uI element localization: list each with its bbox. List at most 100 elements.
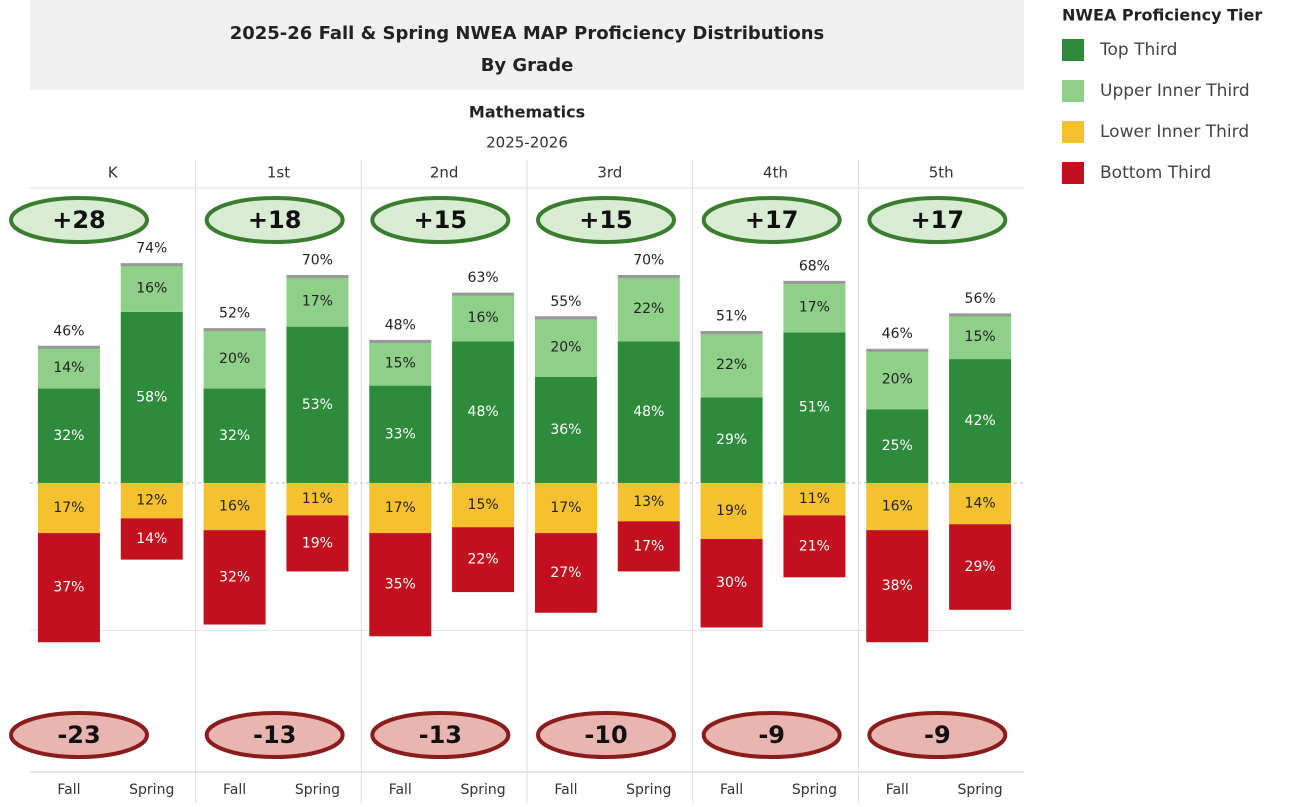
legend-swatch bbox=[1062, 80, 1084, 102]
bottom-change-label: -13 bbox=[419, 721, 462, 749]
legend-label: Lower Inner Third bbox=[1100, 122, 1249, 142]
bar-segment bbox=[534, 317, 597, 377]
x-tick-label: Spring bbox=[958, 782, 1003, 798]
top-change-label: +18 bbox=[248, 206, 302, 234]
bar-segment bbox=[700, 397, 763, 483]
bar-segment bbox=[866, 409, 929, 483]
bar-segment bbox=[37, 482, 100, 534]
x-tick-label: Spring bbox=[626, 782, 671, 798]
top-change-oval bbox=[867, 196, 1008, 244]
bar-label: 19% bbox=[716, 503, 747, 519]
bottom-change-label: -10 bbox=[584, 721, 627, 749]
bar-label: 22% bbox=[633, 301, 664, 317]
top-change-label: +15 bbox=[414, 206, 468, 234]
bar-segment bbox=[700, 482, 763, 539]
bottom-change-label: -13 bbox=[253, 721, 296, 749]
top-change-label: +17 bbox=[911, 206, 965, 234]
bottom-change-oval bbox=[370, 711, 511, 759]
bar-label: 30% bbox=[716, 575, 747, 591]
bar-label: 25% bbox=[882, 438, 913, 454]
bar-label: 17% bbox=[385, 500, 416, 516]
bar-label: 29% bbox=[716, 432, 747, 448]
bar-segment bbox=[700, 332, 763, 398]
title-box bbox=[30, 0, 1024, 90]
group-label: 4th bbox=[763, 164, 788, 182]
top-change-oval bbox=[9, 196, 149, 244]
total-label: 70% bbox=[302, 252, 333, 268]
total-label: 63% bbox=[468, 270, 499, 286]
total-label: 46% bbox=[53, 323, 84, 339]
legend-title: NWEA Proficiency Tier bbox=[1062, 6, 1262, 25]
bar-segment bbox=[700, 538, 763, 628]
bottom-change-oval bbox=[701, 711, 842, 759]
total-label: 51% bbox=[716, 309, 747, 325]
bar-label: 16% bbox=[136, 280, 167, 296]
bar-label: 48% bbox=[468, 404, 499, 420]
bar-segment bbox=[286, 326, 349, 483]
x-tick-label: Spring bbox=[461, 782, 506, 798]
x-tick-label: Fall bbox=[223, 782, 246, 798]
bar-segment bbox=[949, 314, 1012, 360]
bar-label: 16% bbox=[219, 499, 250, 515]
bar-segment bbox=[534, 376, 597, 483]
bar-segment bbox=[203, 388, 266, 483]
bar-segment bbox=[369, 482, 432, 534]
bar-label: 58% bbox=[136, 389, 167, 405]
bar-segment bbox=[949, 482, 1012, 525]
total-label: 56% bbox=[965, 291, 996, 307]
bar-segment bbox=[369, 385, 432, 483]
bar-segment bbox=[37, 388, 100, 483]
bar-segment bbox=[617, 276, 680, 342]
x-tick-label: Fall bbox=[554, 782, 577, 798]
bar-label: 22% bbox=[716, 357, 747, 373]
bar-segment bbox=[452, 294, 515, 342]
bar-label: 27% bbox=[550, 565, 581, 581]
bar-label: 48% bbox=[633, 404, 664, 420]
chart-title: 2025-26 Fall & Spring NWEA MAP Proficien… bbox=[230, 23, 825, 44]
bar-segment bbox=[286, 276, 349, 327]
top-change-oval bbox=[701, 196, 842, 244]
bar-segment bbox=[286, 482, 349, 516]
bar-label: 14% bbox=[53, 360, 84, 376]
top-change-oval bbox=[370, 196, 511, 244]
bar-label: 11% bbox=[799, 491, 830, 507]
legend-swatch bbox=[1062, 162, 1084, 184]
bar-segment bbox=[866, 350, 929, 410]
bar-segment bbox=[866, 530, 929, 643]
bar-segment bbox=[120, 311, 183, 483]
bottom-change-label: -23 bbox=[57, 721, 100, 749]
bar-segment bbox=[949, 359, 1012, 483]
bar-label: 20% bbox=[882, 372, 913, 388]
bar-label: 32% bbox=[219, 428, 250, 444]
x-tick-label: Fall bbox=[57, 782, 80, 798]
top-change-label: +17 bbox=[745, 206, 799, 234]
bar-label: 16% bbox=[882, 499, 913, 515]
bar-segment bbox=[617, 521, 680, 572]
bar-label: 33% bbox=[385, 426, 416, 442]
bar-label: 53% bbox=[302, 397, 333, 413]
period: 2025-2026 bbox=[486, 134, 568, 152]
bar-segment bbox=[369, 341, 432, 386]
bar-segment bbox=[286, 515, 349, 572]
bottom-change-oval bbox=[204, 711, 345, 759]
bar-label: 42% bbox=[965, 413, 996, 429]
bar-segment bbox=[949, 524, 1012, 610]
bar-segment bbox=[452, 527, 515, 593]
bottom-change-oval bbox=[9, 711, 149, 759]
x-tick-label: Fall bbox=[720, 782, 743, 798]
total-label: 70% bbox=[633, 252, 664, 268]
bar-segment bbox=[37, 533, 100, 643]
bar-segment bbox=[120, 518, 183, 560]
bar-label: 36% bbox=[550, 422, 581, 438]
bar-segment bbox=[452, 341, 515, 483]
bar-segment bbox=[37, 347, 100, 389]
bar-segment bbox=[783, 515, 846, 578]
bar-label: 20% bbox=[219, 351, 250, 367]
bar-segment bbox=[617, 482, 680, 522]
bar-label: 17% bbox=[799, 299, 830, 315]
bar-label: 17% bbox=[53, 500, 84, 516]
bar-segment bbox=[203, 530, 266, 625]
bar-segment bbox=[783, 332, 846, 483]
